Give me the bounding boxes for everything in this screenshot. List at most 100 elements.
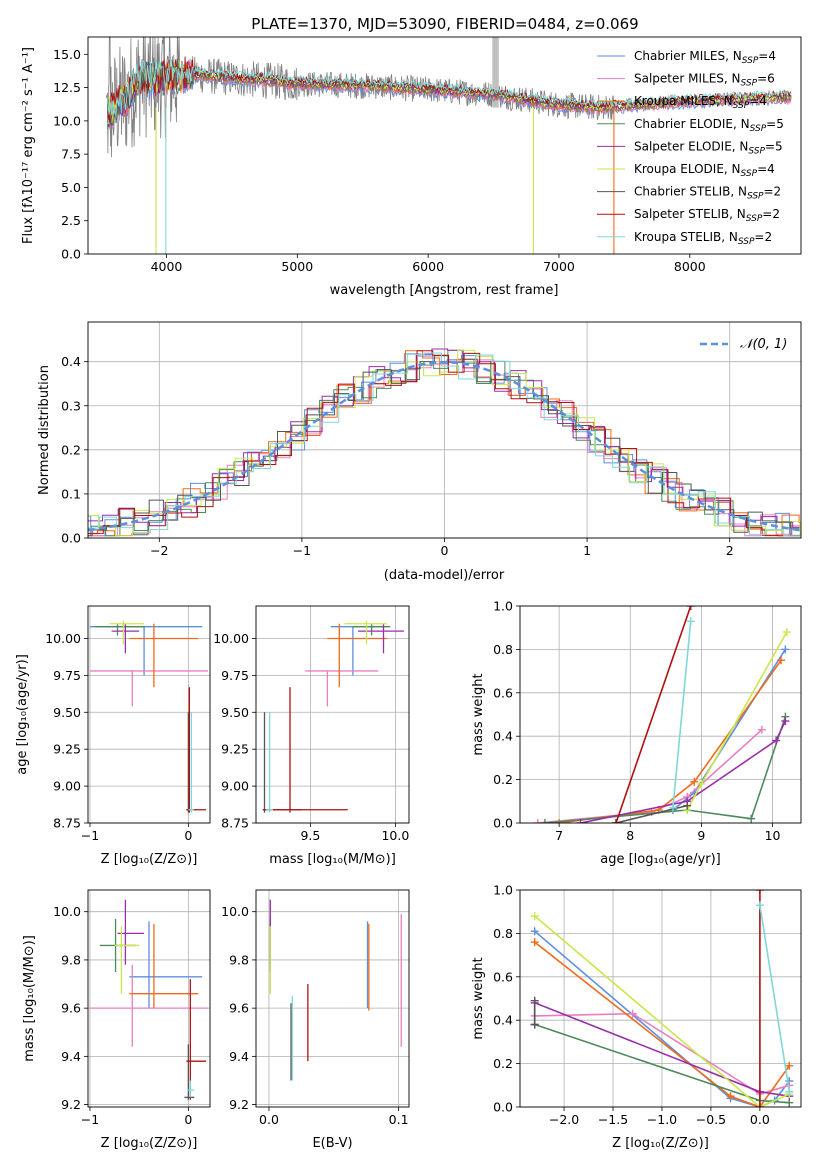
weight_vs_age-ytick-label: 0.2 xyxy=(493,772,513,787)
spectrum-ytick-label: 7.5 xyxy=(61,147,81,162)
weight_vs_Z-xtick-label: −2.0 xyxy=(549,1112,579,1127)
age_vs_Z-ytick-label: 9.50 xyxy=(53,705,81,720)
weight_vs_age-ytick-label: 0.8 xyxy=(493,642,513,657)
weight_vs_Z-xtick-label: −1.5 xyxy=(598,1112,628,1127)
age_vs_mass-xtick-label: 10.0 xyxy=(381,828,409,843)
mass_vs_Z-axes: −1 0 9.2 9.4 9.6 9.8 10.0 xyxy=(53,890,210,1127)
weight-line-salpeter_stelib xyxy=(615,606,692,823)
legend-label-kroupa_miles: Kroupa MILES, NSSP=4 xyxy=(634,94,767,111)
spectrum-xlabel: wavelength [Angstrom, rest frame] xyxy=(330,283,559,298)
mass_vs_Z-plot xyxy=(89,899,209,1100)
mass_vs_Z-xtick-label: −1 xyxy=(81,1112,99,1127)
weight_vs_Z-ytick-label: 0.6 xyxy=(493,969,513,984)
spectrum-xtick-label: 5000 xyxy=(281,259,313,274)
mass_vs_ebv-frame xyxy=(255,889,410,1108)
legend-label-kroupa_stelib: Kroupa STELIB, NSSP=2 xyxy=(634,230,772,247)
age_vs_Z-ytick-label: 9.25 xyxy=(53,742,81,757)
gaussian-curve xyxy=(88,360,801,532)
age_vs_Z-ytick-label: 10.00 xyxy=(45,631,81,646)
age_vs_mass-xlabel: mass [log₁₀(M/M⊙)] xyxy=(269,852,396,867)
weight_vs_Z-ytick-label: 0.8 xyxy=(493,926,513,941)
spectrum-title: PLATE=1370, MJD=53090, FIBERID=0484, z=0… xyxy=(251,15,638,33)
hist-step-kroupa_elodie xyxy=(88,349,801,537)
mass_vs_Z-ytick-label: 9.4 xyxy=(61,1049,81,1064)
residuals-ytick-label: 0.0 xyxy=(61,531,81,546)
weight-line-kroupa_miles xyxy=(534,941,790,1107)
mass_vs_ebv-axes: 0.0 0.1 9.2 9.4 9.6 9.8 10.0 xyxy=(221,890,409,1127)
spectrum-plot xyxy=(105,37,792,254)
spectrum-ytick-label: 5.0 xyxy=(61,180,81,195)
gaussian-legend-label: 𝒩(0, 1) xyxy=(740,337,787,352)
weight_vs_age-plot xyxy=(533,606,791,823)
spectrum-xtick-label: 6000 xyxy=(412,259,444,274)
spectrum-xtick-label: 7000 xyxy=(543,259,575,274)
age_vs_mass-ytick-label: 9.00 xyxy=(221,779,249,794)
mass_vs_Z-ytick-label: 9.2 xyxy=(61,1097,81,1112)
age_vs_Z-ytick-label: 9.00 xyxy=(53,779,81,794)
age_vs_mass-ytick-label: 9.50 xyxy=(221,705,249,720)
age_vs_mass-ytick-label: 9.25 xyxy=(221,742,249,757)
age_vs_Z-plot xyxy=(89,620,209,813)
age_vs_Z-ytick-label: 8.75 xyxy=(53,816,81,831)
residuals-xtick-label: −1 xyxy=(293,543,311,558)
age_vs_Z-ylabel: age [log₁₀(age/yr)] xyxy=(15,654,30,775)
residuals-ytick-label: 0.3 xyxy=(61,398,81,413)
spectrum-frame xyxy=(87,36,802,255)
mass_vs_ebv-ytick-label: 9.6 xyxy=(229,1001,249,1016)
spectrum-ytick-label: 12.5 xyxy=(53,80,81,95)
spectrum-ytick-label: 2.5 xyxy=(61,213,81,228)
weight_vs_Z-xtick-label: −1.0 xyxy=(647,1112,677,1127)
weight-line-salpeter_elodie xyxy=(580,720,787,823)
spectrum-axes: 4000 5000 6000 7000 8000 0.0 2.5 5.0 7.5 10.0 12.5… xyxy=(53,47,706,274)
residuals-ytick-label: 0.2 xyxy=(61,442,81,457)
spectrum-ytick-label: 10.0 xyxy=(53,113,81,128)
weight_vs_age-ylabel: mass weight xyxy=(471,673,486,755)
spectrum-xtick-label: 4000 xyxy=(151,259,183,274)
residuals-xlabel: (data-model)/error xyxy=(384,568,505,583)
residuals-xtick-label: 0 xyxy=(441,543,449,558)
age_vs_mass-ytick-label: 9.75 xyxy=(221,668,249,683)
legend-label-kroupa_elodie: Kroupa ELODIE, NSSP=4 xyxy=(634,162,775,179)
mass_vs_ebv-xtick-label: 0.1 xyxy=(389,1112,409,1127)
hist-step-salpeter_elodie xyxy=(88,348,801,528)
residuals-ytick-label: 0.4 xyxy=(61,354,81,369)
legend-label-salpeter_elodie: Salpeter ELODIE, NSSP=5 xyxy=(634,139,783,156)
residuals-frame xyxy=(87,321,802,539)
weight-line-kroupa_stelib xyxy=(672,621,692,808)
mass_vs_Z-ylabel: mass [log₁₀(M/M⊙)] xyxy=(22,935,37,1062)
legend-label-salpeter_stelib: Salpeter STELIB, NSSP=2 xyxy=(634,207,780,224)
spectrum-model-line-salpeter_miles xyxy=(107,61,792,130)
age_vs_mass-plot xyxy=(262,620,404,813)
weight_vs_Z-ytick-label: 0.2 xyxy=(493,1056,513,1071)
weight_vs_Z-xtick-label: −0.5 xyxy=(696,1112,726,1127)
residuals-xtick-label: 1 xyxy=(583,543,591,558)
mass_vs_Z-ytick-label: 9.6 xyxy=(61,1001,81,1016)
spectrum-legend: Chabrier MILES, NSSP=4 Salpeter MILES, NS… xyxy=(597,49,784,247)
weight_vs_age-xlabel: age [log₁₀(age/yr)] xyxy=(600,852,721,867)
mass_vs_ebv-plot xyxy=(269,899,402,1081)
mass_vs_ebv-ytick-label: 10.0 xyxy=(221,904,249,919)
age_vs_Z-xtick-label: −1 xyxy=(81,828,99,843)
mass_vs_Z-ytick-label: 10.0 xyxy=(53,904,81,919)
weight_vs_Z-ytick-label: 0.4 xyxy=(493,1013,513,1028)
mass_vs_ebv-ytick-label: 9.2 xyxy=(229,1097,249,1112)
mass_vs_ebv-ytick-label: 9.8 xyxy=(229,952,249,967)
spectrum-masked-region xyxy=(492,37,499,108)
spectrum-model-line-kroupa_stelib xyxy=(107,58,792,117)
weight_vs_age-xtick-label: 9 xyxy=(697,828,705,843)
age_vs_Z-ytick-label: 9.75 xyxy=(53,668,81,683)
weight_vs_Z-frame xyxy=(519,889,802,1108)
mass_vs_ebv-xlabel: E(B-V) xyxy=(312,1136,352,1151)
spectrum-ytick-label: 15.0 xyxy=(53,47,81,62)
spectrum-ytick-label: 0.0 xyxy=(61,247,81,262)
weight_vs_age-ytick-label: 0.6 xyxy=(493,685,513,700)
residuals-xtick-label: −2 xyxy=(150,543,168,558)
hist-step-kroupa_miles xyxy=(88,350,801,537)
legend-label-salpeter_miles: Salpeter MILES, NSSP=6 xyxy=(634,72,775,89)
weight_vs_Z-plot xyxy=(530,890,794,1107)
weight_vs_age-frame xyxy=(519,605,802,824)
weight_vs_Z-ytick-label: 1.0 xyxy=(493,883,513,898)
mass_vs_ebv-ytick-label: 9.4 xyxy=(229,1049,249,1064)
spectrum-model-line-salpeter_stelib xyxy=(107,56,792,123)
